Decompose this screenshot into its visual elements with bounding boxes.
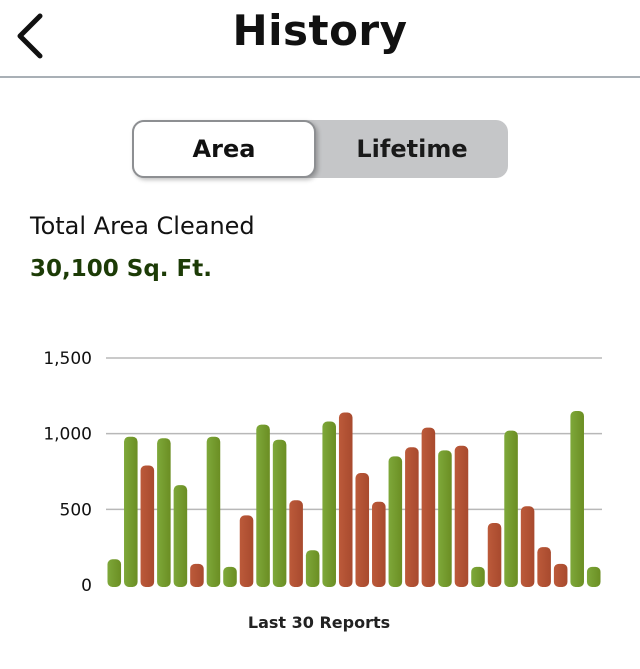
chart-bar[interactable]: [553, 563, 568, 587]
chart-bar[interactable]: [206, 436, 221, 587]
chart-bar[interactable]: [124, 436, 138, 587]
chart-bar[interactable]: [305, 550, 320, 587]
segmented-control: Area Lifetime: [132, 120, 508, 178]
chart-bar[interactable]: [190, 563, 204, 587]
summary-value: 30,100 Sq. Ft.: [30, 256, 212, 282]
chart-bar[interactable]: [157, 438, 171, 587]
chart-bar[interactable]: [454, 445, 469, 587]
x-axis-label: Last 30 Reports: [248, 613, 390, 632]
summary-label: Total Area Cleaned: [30, 212, 255, 240]
header-bar: History: [0, 0, 640, 78]
chart-bar[interactable]: [570, 410, 584, 587]
chart-bar[interactable]: [239, 515, 254, 587]
back-button[interactable]: [8, 8, 54, 64]
y-tick-label: 1,000: [43, 425, 92, 445]
chart-bar[interactable]: [338, 412, 353, 587]
chart-bar[interactable]: [372, 501, 386, 587]
chart-bar[interactable]: [537, 547, 551, 587]
y-tick-label: 500: [60, 500, 92, 520]
chart-bar[interactable]: [223, 566, 237, 587]
chart-bar[interactable]: [140, 465, 155, 587]
tab-lifetime[interactable]: Lifetime: [356, 135, 468, 163]
y-tick-label: 1,500: [43, 349, 92, 369]
chart-bar[interactable]: [289, 500, 303, 587]
area-history-chart: 0 500 1,000 1,500 Last 30 Reports: [43, 349, 602, 632]
chart-bar[interactable]: [438, 450, 452, 587]
chevron-left-icon: [17, 13, 43, 59]
chart-bar[interactable]: [405, 447, 419, 587]
page-title: History: [232, 6, 408, 55]
chart-bar[interactable]: [322, 421, 336, 587]
y-tick-label: 0: [81, 576, 92, 596]
chart-bar[interactable]: [256, 424, 270, 587]
chart-bar[interactable]: [520, 506, 535, 587]
chart-bar[interactable]: [504, 430, 518, 587]
chart-bar[interactable]: [421, 427, 436, 587]
chart-bar[interactable]: [173, 485, 188, 587]
chart-bar[interactable]: [586, 566, 601, 587]
chart-bar[interactable]: [355, 473, 370, 587]
chart-bar[interactable]: [487, 522, 502, 587]
chart-bar[interactable]: [388, 456, 403, 587]
chart-bar[interactable]: [471, 566, 485, 587]
chart-bar[interactable]: [272, 439, 287, 587]
tab-area[interactable]: Area: [132, 120, 316, 178]
chart-bar[interactable]: [107, 559, 122, 587]
